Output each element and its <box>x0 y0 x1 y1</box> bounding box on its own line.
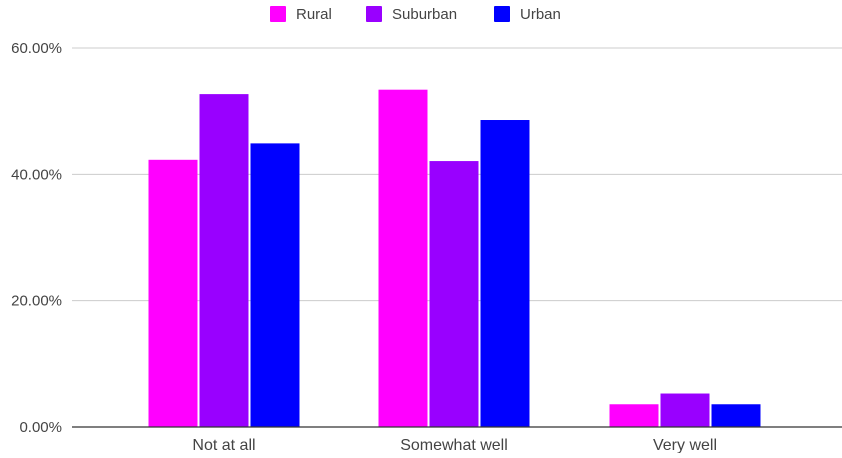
legend-label-rural: Rural <box>296 6 332 23</box>
y-tick-label: 60.00% <box>11 40 62 57</box>
bar-suburban-somewhat-well <box>429 161 479 427</box>
bar-suburban-not-at-all <box>199 94 249 427</box>
y-tick-label: 40.00% <box>11 166 62 183</box>
x-category-label: Somewhat well <box>400 437 508 453</box>
bar-rural-very-well <box>609 404 659 427</box>
bar-urban-not-at-all <box>250 143 300 428</box>
y-tick-label: 0.00% <box>19 419 62 436</box>
bars <box>148 89 761 428</box>
legend-label-suburban: Suburban <box>392 6 457 23</box>
legend-swatch-suburban <box>366 6 382 22</box>
y-tick-label: 20.00% <box>11 293 62 310</box>
x-category-label: Very well <box>653 437 717 453</box>
bar-rural-somewhat-well <box>378 89 428 427</box>
bar-suburban-very-well <box>660 393 710 427</box>
bar-urban-very-well <box>711 404 761 427</box>
bar-rural-not-at-all <box>148 159 198 427</box>
legend-label-urban: Urban <box>520 6 561 23</box>
x-category-label: Not at all <box>192 437 255 453</box>
legend: Rural Suburban Urban <box>270 6 561 23</box>
legend-swatch-urban <box>494 6 510 22</box>
bar-urban-somewhat-well <box>480 120 530 427</box>
axes: 0.00% 20.00% 40.00% 60.00% Not at all Somewha… <box>11 40 842 454</box>
legend-swatch-rural <box>270 6 286 22</box>
